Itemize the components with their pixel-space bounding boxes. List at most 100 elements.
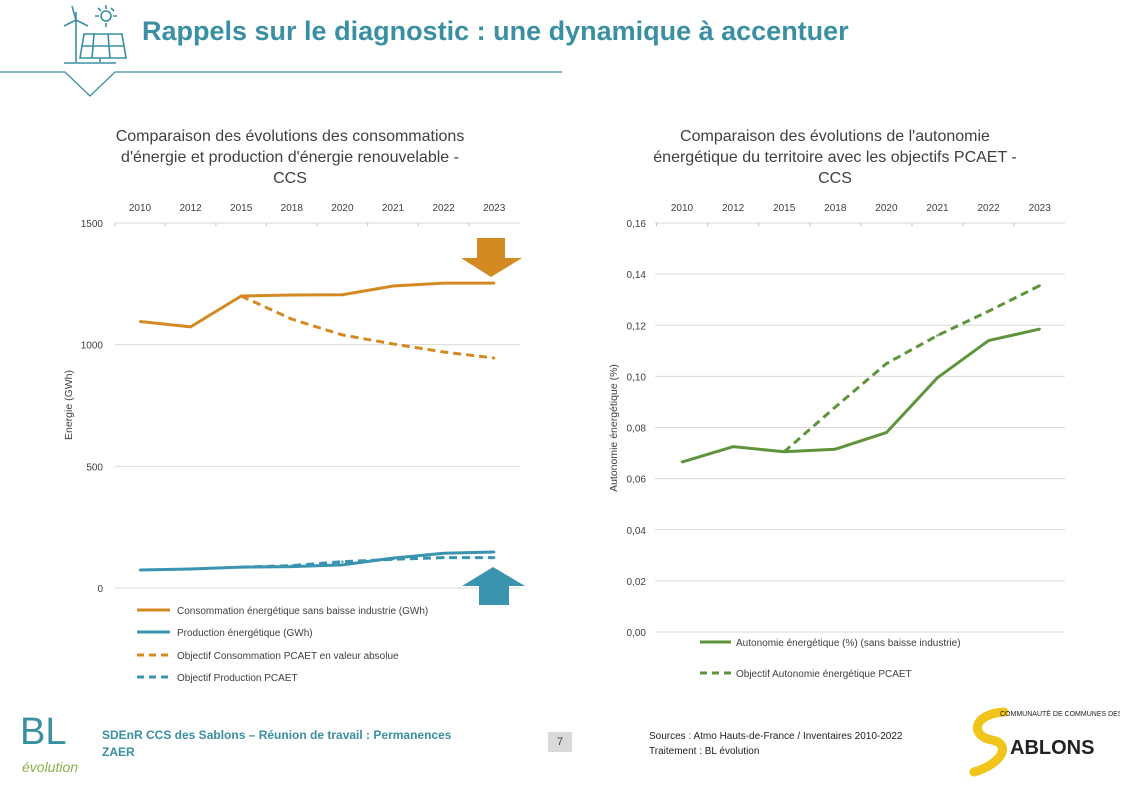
- y-tick-label: 500: [86, 462, 103, 473]
- logo-text-top: COMMUNAUTÉ DE COMMUNES DES: [1000, 709, 1120, 718]
- treatment-text: Traitement : BL évolution: [649, 746, 760, 757]
- legend-label: Consommation énergétique sans baisse ind…: [177, 606, 428, 617]
- chart-title-line: énergétique du territoire avec les objec…: [653, 149, 1017, 166]
- y-tick-label: 0,12: [627, 321, 647, 332]
- header-decoration: [0, 5, 562, 97]
- data-point: [341, 293, 344, 296]
- y-tick-label: 0,04: [627, 526, 647, 537]
- y-tick-label: 0,02: [627, 577, 647, 588]
- data-point: [391, 342, 395, 346]
- charts-canvas: 0 500 1000 1500 2010 2012 2015 2018 2020 2021 2022…: [63, 203, 1065, 684]
- x-tick-label: 2010: [129, 203, 152, 214]
- project-name: SDEnR CCS des Sablons – Réunion de trava…: [102, 727, 542, 761]
- sablons-logo: COMMUNAUTÉ DE COMMUNES DES ABLONS: [969, 707, 1120, 777]
- y-tick-label: 0,16: [627, 219, 647, 230]
- data-point: [442, 556, 445, 559]
- y-tick-label: 0: [97, 584, 103, 595]
- data-point: [442, 350, 445, 354]
- data-point: [936, 376, 939, 379]
- x-tick-label: 2012: [179, 203, 202, 214]
- arrow-down-icon: [461, 238, 522, 277]
- data-point: [391, 284, 395, 288]
- data-point: [442, 552, 445, 555]
- series-line: [783, 284, 1041, 453]
- data-point: [391, 558, 395, 561]
- chart-title-energy: Comparaison des évolutions des consommat…: [80, 126, 500, 189]
- chart-title-line: Comparaison des évolutions des consommat…: [115, 128, 465, 145]
- legend-label: Objectif Production PCAET: [177, 673, 298, 684]
- data-point: [493, 281, 496, 285]
- y-tick-label: 1000: [81, 341, 104, 352]
- x-tick-label: 2022: [432, 203, 455, 214]
- bl-evolution-logo: BL évolution: [20, 711, 78, 775]
- project-line: ZAER: [102, 745, 135, 759]
- y-axis-label: Energie (GWh): [63, 370, 75, 440]
- header-rule: [0, 71, 562, 97]
- data-point: [341, 560, 344, 563]
- data-point: [138, 568, 142, 572]
- data-point: [936, 334, 939, 337]
- x-tick-label: 2018: [281, 203, 304, 214]
- data-point: [1038, 284, 1041, 287]
- y-tick-label: 0,06: [627, 475, 647, 486]
- series-line: [241, 556, 495, 569]
- data-point: [493, 550, 496, 554]
- svg-text:BL: BL: [20, 711, 66, 753]
- legend-label: Objectif Autonomie énergétique PCAET: [736, 669, 912, 680]
- data-point: [341, 333, 344, 337]
- legend-label: Autonomie énergétique (%) (sans baisse i…: [736, 638, 961, 649]
- data-point: [290, 317, 293, 321]
- data-point: [987, 309, 990, 313]
- y-tick-label: 0,14: [627, 270, 647, 281]
- y-tick-label: 1500: [81, 219, 104, 230]
- data-point: [885, 362, 888, 365]
- data-point: [680, 460, 684, 464]
- page-title: Rappels sur le diagnostic : une dynamiqu…: [142, 16, 849, 46]
- x-tick-label: 2015: [773, 203, 796, 214]
- data-point: [189, 567, 192, 571]
- data-point: [493, 556, 496, 559]
- x-tick-label: 2020: [331, 203, 354, 214]
- x-tick-label: 2012: [722, 203, 745, 214]
- logo-text-main: ABLONS: [1010, 737, 1094, 759]
- series-line: [240, 294, 495, 360]
- series-line: [139, 550, 495, 572]
- x-tick-label: 2021: [382, 203, 405, 214]
- y-tick-label: 0,10: [627, 372, 647, 383]
- data-point: [834, 448, 837, 451]
- chart-title-line: CCS: [818, 170, 852, 187]
- x-tick-label: 2010: [671, 203, 694, 214]
- wind-turbine-solar-panel-icon: [63, 5, 127, 64]
- x-tick-label: 2023: [1029, 203, 1052, 214]
- bl-evolution-logo-picture: BL évolution: [20, 711, 78, 775]
- sources-text: Sources : Atmo Hauts-de-France / Inventa…: [649, 731, 903, 742]
- series-line: [139, 281, 495, 329]
- page-number: 7: [548, 732, 572, 752]
- legend-label: Production énergétique (GWh): [177, 628, 313, 639]
- chart-title-line: CCS: [273, 170, 307, 187]
- arrow-up-icon: [462, 567, 525, 605]
- chart-title-autonomy: Comparaison des évolutions de l'autonomi…: [625, 126, 1045, 189]
- data-point: [493, 356, 496, 360]
- x-tick-label: 2020: [875, 203, 898, 214]
- data-point: [987, 339, 990, 342]
- chart-title-line: Comparaison des évolutions de l'autonomi…: [680, 128, 990, 145]
- x-tick-label: 2018: [824, 203, 847, 214]
- x-tick-label: 2021: [926, 203, 949, 214]
- chart-title-line: d'énergie et production d'énergie renouv…: [121, 149, 459, 166]
- data-point: [885, 431, 888, 434]
- x-tick-label: 2022: [977, 203, 1000, 214]
- project-line: SDEnR CCS des Sablons – Réunion de trava…: [102, 728, 452, 742]
- data-point: [189, 325, 192, 329]
- data-point: [341, 563, 344, 567]
- x-tick-label: 2015: [230, 203, 253, 214]
- data-point: [1038, 327, 1041, 331]
- y-tick-label: 0,08: [627, 424, 647, 435]
- sources-note: Sources : Atmo Hauts-de-France / Inventa…: [649, 729, 902, 759]
- legend-label: Objectif Consommation PCAET en valeur ab…: [177, 651, 399, 662]
- data-point: [731, 445, 735, 448]
- series-line: [681, 327, 1041, 464]
- svg-text:évolution: évolution: [22, 759, 78, 775]
- y-tick-label: 0,00: [627, 628, 647, 639]
- x-tick-label: 2023: [483, 203, 506, 214]
